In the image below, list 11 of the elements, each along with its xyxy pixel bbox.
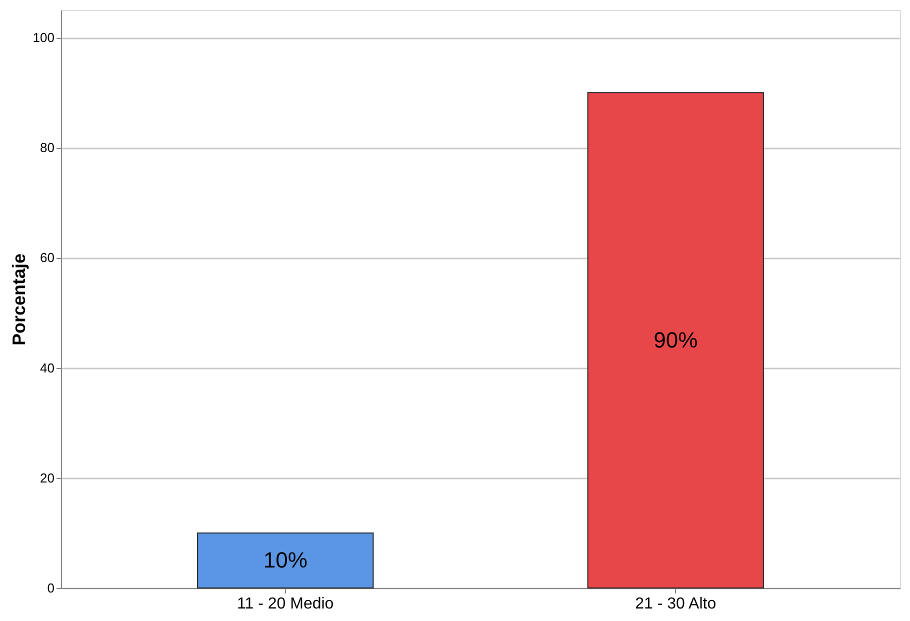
- y-tick-label: 80: [40, 140, 54, 156]
- y-tick-label: 40: [40, 360, 54, 376]
- y-axis-title: Porcentaje: [8, 253, 29, 346]
- x-tick-label: 21 - 30 Alto: [635, 596, 716, 612]
- y-tick-label: 100: [32, 30, 54, 46]
- y-tick-label: 0: [47, 580, 54, 596]
- y-tick-label: 20: [40, 470, 54, 486]
- data-label: 90%: [654, 327, 698, 352]
- y-tick-label: 60: [40, 250, 54, 266]
- data-label: 10%: [263, 547, 308, 572]
- x-tick-label: 11 - 20 Medio: [237, 596, 334, 612]
